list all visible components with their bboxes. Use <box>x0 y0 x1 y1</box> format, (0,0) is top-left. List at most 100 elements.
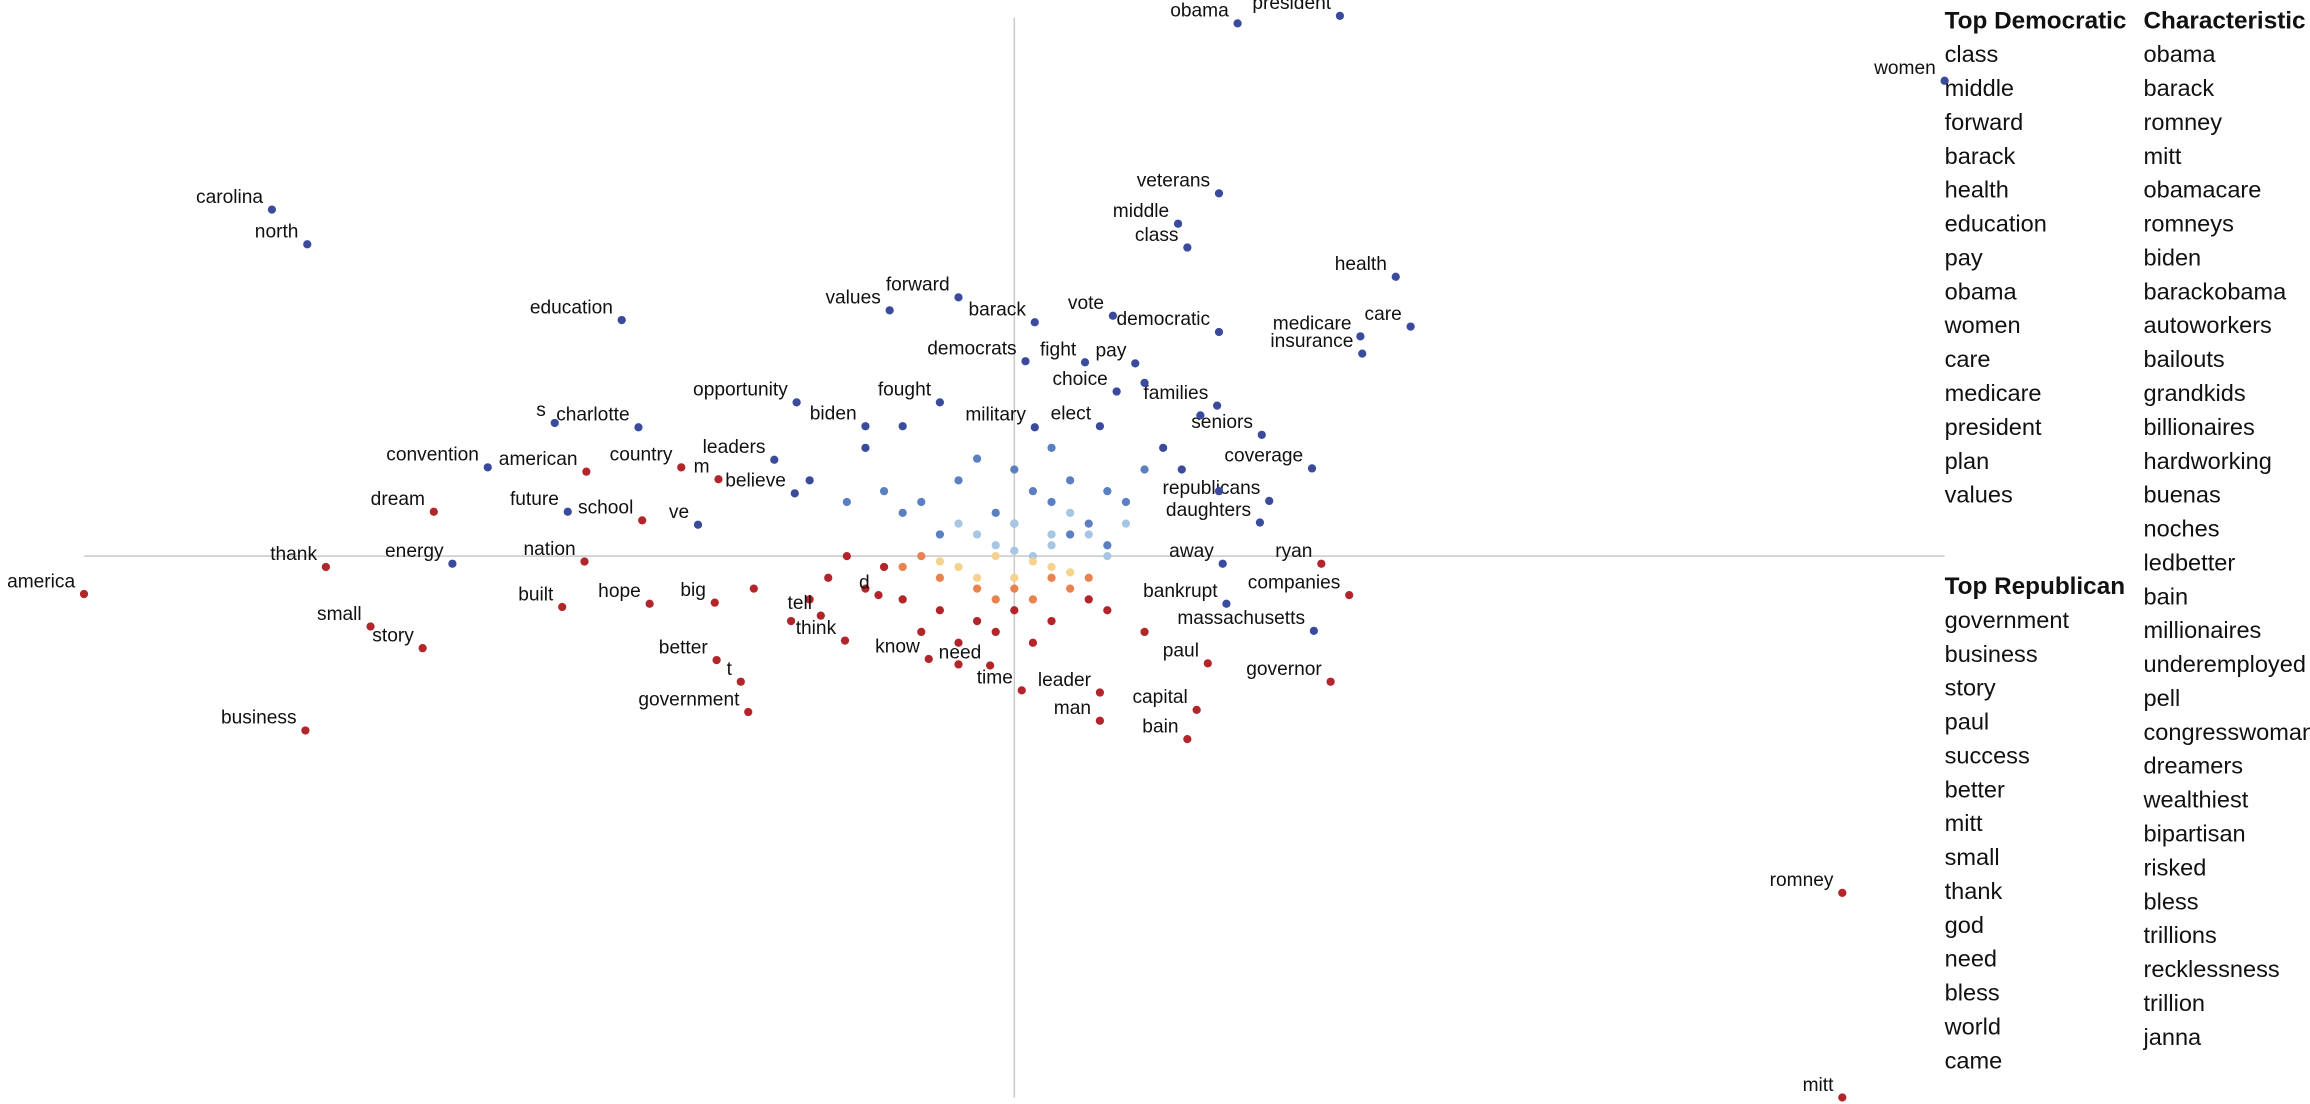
point-label: ryan <box>1275 541 1312 562</box>
list-title: Top Republican <box>1945 573 2125 600</box>
point-label: government <box>638 689 740 710</box>
list-item: barackobama <box>2144 278 2288 304</box>
point <box>1233 19 1242 28</box>
list-item: forward <box>1945 109 2024 135</box>
point <box>954 476 963 485</box>
point <box>1222 599 1231 608</box>
point-label: insurance <box>1270 331 1353 352</box>
point-label: biden <box>810 403 857 424</box>
point <box>1066 530 1075 539</box>
point <box>418 644 427 653</box>
point-label: mitt <box>1803 1075 1835 1096</box>
point <box>1183 734 1192 744</box>
list-item: romneys <box>2144 211 2234 237</box>
point <box>693 520 703 529</box>
point-label: s <box>536 400 546 421</box>
point <box>79 589 89 599</box>
point <box>1307 464 1317 473</box>
point <box>972 530 982 539</box>
point <box>1214 327 1224 337</box>
list-item: congresswoman <box>2144 719 2310 745</box>
point <box>1047 443 1056 452</box>
point <box>917 497 926 507</box>
list-item: president <box>1945 414 2042 440</box>
point <box>1030 423 1039 432</box>
point <box>1010 546 1019 555</box>
point-label: women <box>1873 58 1936 79</box>
point <box>1265 496 1274 506</box>
point-label: forward <box>886 275 950 296</box>
list-item: bless <box>2144 888 2199 914</box>
list-item: plan <box>1945 448 1990 474</box>
list-item: business <box>1945 641 2038 667</box>
list-item: bless <box>1945 980 2000 1006</box>
point <box>1218 559 1227 568</box>
list-item: barack <box>1945 143 2016 169</box>
point-label: m <box>694 457 710 478</box>
list-item: risked <box>2144 854 2207 880</box>
list-item: barack <box>2144 75 2215 101</box>
point-label: health <box>1335 254 1387 275</box>
point <box>1084 573 1093 582</box>
point <box>1177 465 1186 474</box>
point <box>1030 318 1039 327</box>
point <box>1131 359 1140 368</box>
list-item: bain <box>2144 583 2189 609</box>
point <box>954 660 963 669</box>
list-item: success <box>1945 742 2030 768</box>
point-label: charlotte <box>556 405 629 426</box>
list-item: janna <box>2143 1024 2203 1050</box>
point <box>1838 1093 1847 1102</box>
list-item: health <box>1945 177 2009 203</box>
point <box>816 611 825 620</box>
point <box>786 616 796 626</box>
point <box>448 559 457 568</box>
point <box>991 552 1000 561</box>
point-label: pay <box>1096 341 1127 362</box>
point <box>1021 357 1030 366</box>
list-item: buenas <box>2144 482 2221 508</box>
point-label: big <box>680 580 706 601</box>
list-item: recklessness <box>2144 956 2280 982</box>
list-item: need <box>1945 946 1997 972</box>
point <box>1203 659 1212 668</box>
point <box>1345 590 1354 600</box>
point-label: families <box>1143 383 1208 404</box>
point <box>677 463 686 472</box>
point <box>1047 562 1056 572</box>
point <box>898 508 907 517</box>
point <box>917 627 926 637</box>
point-label: values <box>825 288 880 309</box>
point-label: away <box>1169 541 1214 562</box>
point-label: paul <box>1163 641 1199 662</box>
point <box>1214 487 1224 496</box>
point-label: america <box>7 571 75 592</box>
point-label: care <box>1365 304 1402 325</box>
point <box>1140 378 1149 388</box>
point <box>935 573 945 582</box>
point <box>985 661 995 670</box>
point <box>1838 888 1847 897</box>
list-item: bailouts <box>2144 346 2225 372</box>
point <box>954 638 963 647</box>
list-item: trillions <box>2144 922 2217 948</box>
point <box>1066 584 1075 593</box>
point <box>991 508 1000 517</box>
list-item: world <box>1944 1013 2001 1039</box>
point <box>935 530 945 539</box>
list-item: small <box>1945 844 2000 870</box>
point <box>1121 519 1131 528</box>
point <box>1066 568 1075 577</box>
point <box>1084 519 1093 528</box>
point <box>1940 76 1949 85</box>
point-label: choice <box>1052 369 1107 390</box>
point <box>972 454 982 463</box>
point <box>617 315 626 325</box>
point-label: romney <box>1770 870 1834 891</box>
point-label: daughters <box>1166 500 1251 521</box>
point <box>1047 573 1056 582</box>
list-item: story <box>1945 675 1996 701</box>
point <box>1406 322 1415 331</box>
point-label: hope <box>598 581 641 602</box>
